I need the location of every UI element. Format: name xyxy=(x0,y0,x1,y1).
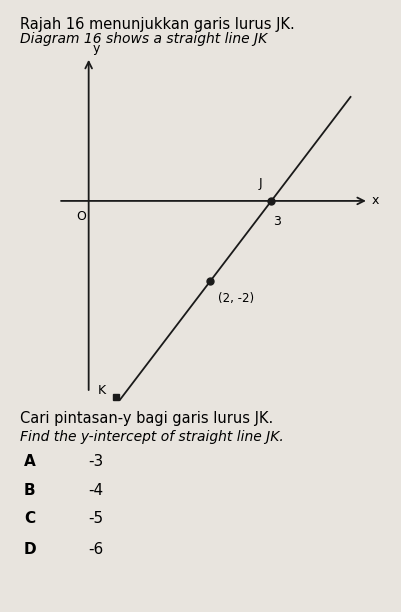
Text: Cari pintasan-y bagi garis lurus JK.: Cari pintasan-y bagi garis lurus JK. xyxy=(20,411,273,427)
Text: J: J xyxy=(259,177,262,190)
Text: (2, -2): (2, -2) xyxy=(218,292,254,305)
Text: 3: 3 xyxy=(273,215,282,228)
Text: y: y xyxy=(92,42,100,55)
Text: -3: -3 xyxy=(88,454,103,469)
Text: -6: -6 xyxy=(88,542,103,557)
Text: B: B xyxy=(24,483,36,499)
Text: D: D xyxy=(24,542,36,557)
Text: Diagram 16 shows a straight line JK: Diagram 16 shows a straight line JK xyxy=(20,32,267,46)
Text: -5: -5 xyxy=(88,511,103,526)
Text: A: A xyxy=(24,454,36,469)
Text: K: K xyxy=(97,384,106,397)
Text: -4: -4 xyxy=(88,483,103,499)
Text: C: C xyxy=(24,511,35,526)
Text: Rajah 16 menunjukkan garis lurus JK.: Rajah 16 menunjukkan garis lurus JK. xyxy=(20,17,295,32)
Text: Find the y-intercept of straight line JK.: Find the y-intercept of straight line JK… xyxy=(20,430,284,444)
Text: O: O xyxy=(77,210,86,223)
Text: x: x xyxy=(372,195,379,207)
